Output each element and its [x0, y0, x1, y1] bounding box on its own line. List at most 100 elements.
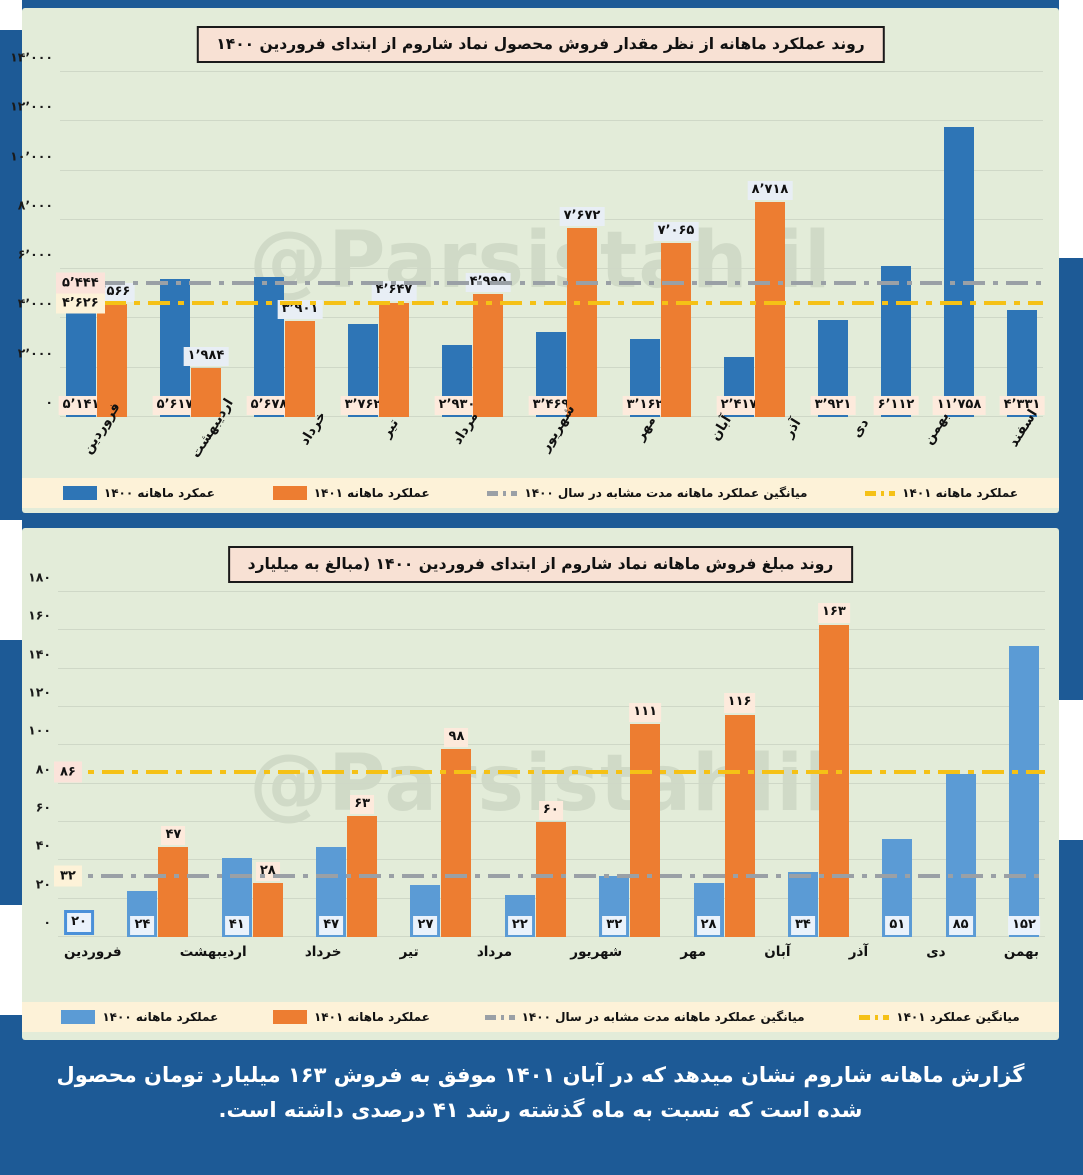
bar-revenue-1400[interactable]: ۴۷ [316, 846, 347, 937]
bar-group: ۳٬۴۶۹ ۷٬۶۷۲ [528, 72, 605, 417]
bar-quantity-1400[interactable]: ۵٬۶۷۸ [246, 277, 292, 417]
bar-value-label: ۸٬۷۱۸ [747, 180, 793, 201]
bar-revenue-1400[interactable]: ۸۵ [945, 774, 976, 937]
bar-quantity-1401[interactable]: ۷٬۶۷۲ [559, 206, 605, 417]
reference-line-dash [60, 301, 1043, 306]
legend-item[interactable]: عمکرد ماهانه ۱۴۰۰ [62, 486, 215, 500]
legend-label: عملکرد ماهانه ۱۴۰۱ [313, 486, 430, 500]
bar-revenue-1401[interactable]: ۲۸ [252, 862, 283, 937]
bar-quantity-1400[interactable]: ۲٬۴۱۷ [716, 357, 762, 417]
bar-value-label: ۲۸ [255, 862, 280, 882]
bar-value-label: ۹۸ [444, 727, 469, 748]
bar-revenue-1400[interactable]: ۳۲ [599, 875, 630, 937]
legend-item[interactable]: میانگین عملکرد ۱۴۰۱ [859, 1010, 1020, 1024]
chart1-plot-area: ۰ ۲٬۰۰۰ ۴٬۰۰۰ ۶٬۰۰۰ ۸٬۰۰۰ ۱۰٬۰۰۰ ۱۲٬۰۰۰ ۱۴٬۰۰۰ ۵… [10, 50, 1045, 417]
bar-group: ۳٬۱۶۲ ۷٬۰۶۵ [622, 72, 699, 417]
y-axis-tick-label: ۱۲٬۰۰۰ [10, 98, 53, 114]
bar-revenue-1400[interactable]: ۳۴ [787, 871, 818, 937]
legend-item[interactable]: عملکرد ماهانه ۱۴۰۱ [272, 486, 430, 500]
legend-label: عملکرد ماهانه ۱۴۰۰ [102, 1010, 219, 1024]
bar-revenue-1401[interactable]: ۱۶۳ [818, 603, 850, 937]
chart2-month-axis: فروردین اردیبهشت خرداد تیر مرداد شهریور مهر آبا… [58, 944, 1045, 960]
legend-swatch-icon [62, 486, 97, 500]
bar-value-label: ۴٬۳۳۱ [999, 395, 1045, 415]
bar-quantity-1401[interactable]: ۴٬۹۹۵ [465, 272, 511, 417]
chart1-month-axis: فروردین اردیبهشت خرداد تیر مرداد شهریور مهر آبا… [60, 396, 1043, 482]
gridline [58, 744, 1045, 746]
y-axis-tick-label: ۱۸۰ [28, 569, 51, 585]
bar-group: ۲۴ ۴۷ [127, 592, 189, 937]
bar-value-label: ۱۱۱ [629, 702, 662, 723]
bar-revenue-1400[interactable]: ۵۱ [882, 839, 913, 937]
bar-groups: ۵٬۱۴۱ ۴٬۵۶۶ ۵٬۶۱۷ ۱٬۹۸۴ ۵٬۶۷۸ ۳٬۹۰۱ ۳٬۷۶۲ ۴٬۶۴۷… [58, 72, 1045, 417]
bar-group-highlight: ۲۰ [64, 592, 94, 937]
bar-value-label: ۲۴ [130, 915, 155, 935]
reference-line-dash [60, 280, 1043, 285]
bar-quantity-1400[interactable]: ۱۱٬۷۵۸ [932, 127, 986, 417]
legend-swatch-icon [484, 1014, 515, 1020]
month-label: شهریور [570, 944, 623, 960]
bar-group: ۵٬۶۱۷ ۱٬۹۸۴ [152, 72, 229, 417]
bar-quantity-1401[interactable]: ۳٬۹۰۱ [277, 299, 323, 417]
bar-quantity-1400[interactable]: ۳٬۴۶۹ [528, 331, 574, 417]
legend-item[interactable]: عملکرد ماهانه ۱۴۰۱ [865, 486, 1018, 500]
bar-value-label: ۷٬۰۶۵ [653, 221, 699, 241]
bar-revenue-1400[interactable]: ۲۸ [693, 883, 724, 937]
bar-value-label: ۶۰ [538, 800, 563, 820]
y-axis-tick-label: ۱۰٬۰۰۰ [10, 148, 53, 164]
bar-group: ۵٬۱۴۱ ۴٬۵۶۶ [58, 72, 135, 417]
legend-label: عملکرد ماهانه ۱۴۰۱ [313, 1010, 430, 1024]
bar-revenue-1400[interactable]: ۲۷ [410, 885, 441, 937]
bar-revenue-1401[interactable]: ۴۷ [158, 825, 189, 937]
bar-value-label: ۷٬۶۷۲ [559, 206, 605, 226]
bar-revenue-1401[interactable]: ۶۰ [535, 800, 566, 937]
legend-label: میانگین عملکرد ماهانه مدت مشابه در سال ۱… [524, 486, 808, 500]
bar-quantity-1400[interactable]: ۲٬۹۳۰ [434, 344, 480, 417]
legend-label: عملکرد ماهانه ۱۴۰۱ [902, 486, 1019, 500]
month-label: فروردین [64, 944, 122, 960]
bar-quantity-1401[interactable]: ۱٬۹۸۴ [183, 346, 229, 417]
month-label: مهر [680, 944, 707, 960]
bar-value-label: ۳۲ [602, 915, 627, 935]
bar-revenue-1400[interactable]: ۲۴ [127, 891, 158, 937]
bar-revenue-1401[interactable]: ۱۱۱ [629, 702, 662, 937]
bar-group: ۳٬۷۶۲ ۴٬۶۴۷ [340, 72, 417, 417]
chart2-plot-area: ۰ ۲۰ ۴۰ ۶۰ ۸۰ ۱۰۰ ۱۲۰ ۱۴۰ ۱۶۰ ۱۸۰ ۲۰ ۲۴ ۴۷ ۴۱ ۲۸ ۴۷ ۶۳ ۲۷… [28, 570, 1045, 937]
bar-group: ۱۵۲ [1008, 592, 1040, 937]
bar-group: ۴٬۳۳۱ [999, 72, 1045, 417]
month-label: آذر [848, 944, 869, 960]
legend-item[interactable]: میانگین عملکرد ماهانه مدت مشابه در سال ۱… [484, 1010, 805, 1024]
bar-quantity-1400[interactable]: ۳٬۹۲۱ [810, 320, 856, 417]
bar-quantity-1400[interactable]: ۳٬۷۶۲ [340, 324, 386, 417]
reference-line-label: ۴٬۶۲۶ [56, 292, 105, 314]
legend-item[interactable]: میانگین عملکرد ماهانه مدت مشابه در سال ۱… [487, 486, 807, 500]
bar-quantity-1400[interactable]: ۳٬۱۶۲ [622, 339, 668, 417]
bar-revenue-1400[interactable]: ۲۲ [504, 894, 535, 937]
bar-revenue-1401[interactable]: ۱۱۶ [723, 693, 756, 937]
bar-revenue-1401[interactable]: ۹۸ [441, 727, 472, 937]
bar-value-label: ۲۸ [696, 915, 721, 935]
bar-revenue-1400[interactable]: ۴۱ [221, 858, 252, 937]
bar-value-label: ۵٬۶۱۷ [152, 395, 198, 415]
bar-value-label: ۴۷ [161, 825, 186, 845]
bar-revenue-1400[interactable]: ۱۵۲ [1008, 645, 1040, 937]
gridline [60, 218, 1043, 220]
bar-group: ۲۲ ۶۰ [504, 592, 566, 937]
month-label: مرداد [476, 944, 513, 960]
y-axis-tick-label: ۱۲۰ [28, 684, 51, 700]
reference-line-label: ۵٬۴۴۴ [56, 272, 105, 294]
bar-group: ۵٬۶۷۸ ۳٬۹۰۱ [246, 72, 323, 417]
y-axis-tick-label: ۱۰۰ [28, 722, 51, 738]
gridline [60, 317, 1043, 319]
bar-value-label: ۱۶۳ [818, 603, 850, 623]
bar-quantity-1401[interactable]: ۸٬۷۱۸ [747, 180, 793, 417]
legend-label: عمکرد ماهانه ۱۴۰۰ [103, 486, 215, 500]
bar-quantity-1401[interactable]: ۷٬۰۶۵ [653, 221, 699, 417]
legend-item[interactable]: عملکرد ماهانه ۱۴۰۰ [61, 1010, 218, 1024]
bar-group: ۲٬۴۱۷ ۸٬۷۱۸ [716, 72, 793, 417]
bar-quantity-1401[interactable]: ۴٬۶۴۷ [371, 281, 417, 417]
bar-quantity-1400[interactable]: ۴٬۳۳۱ [999, 310, 1045, 417]
legend-item[interactable]: عملکرد ماهانه ۱۴۰۱ [272, 1010, 430, 1024]
bar-quantity-1400[interactable]: ۶٬۱۱۲ [873, 266, 919, 417]
